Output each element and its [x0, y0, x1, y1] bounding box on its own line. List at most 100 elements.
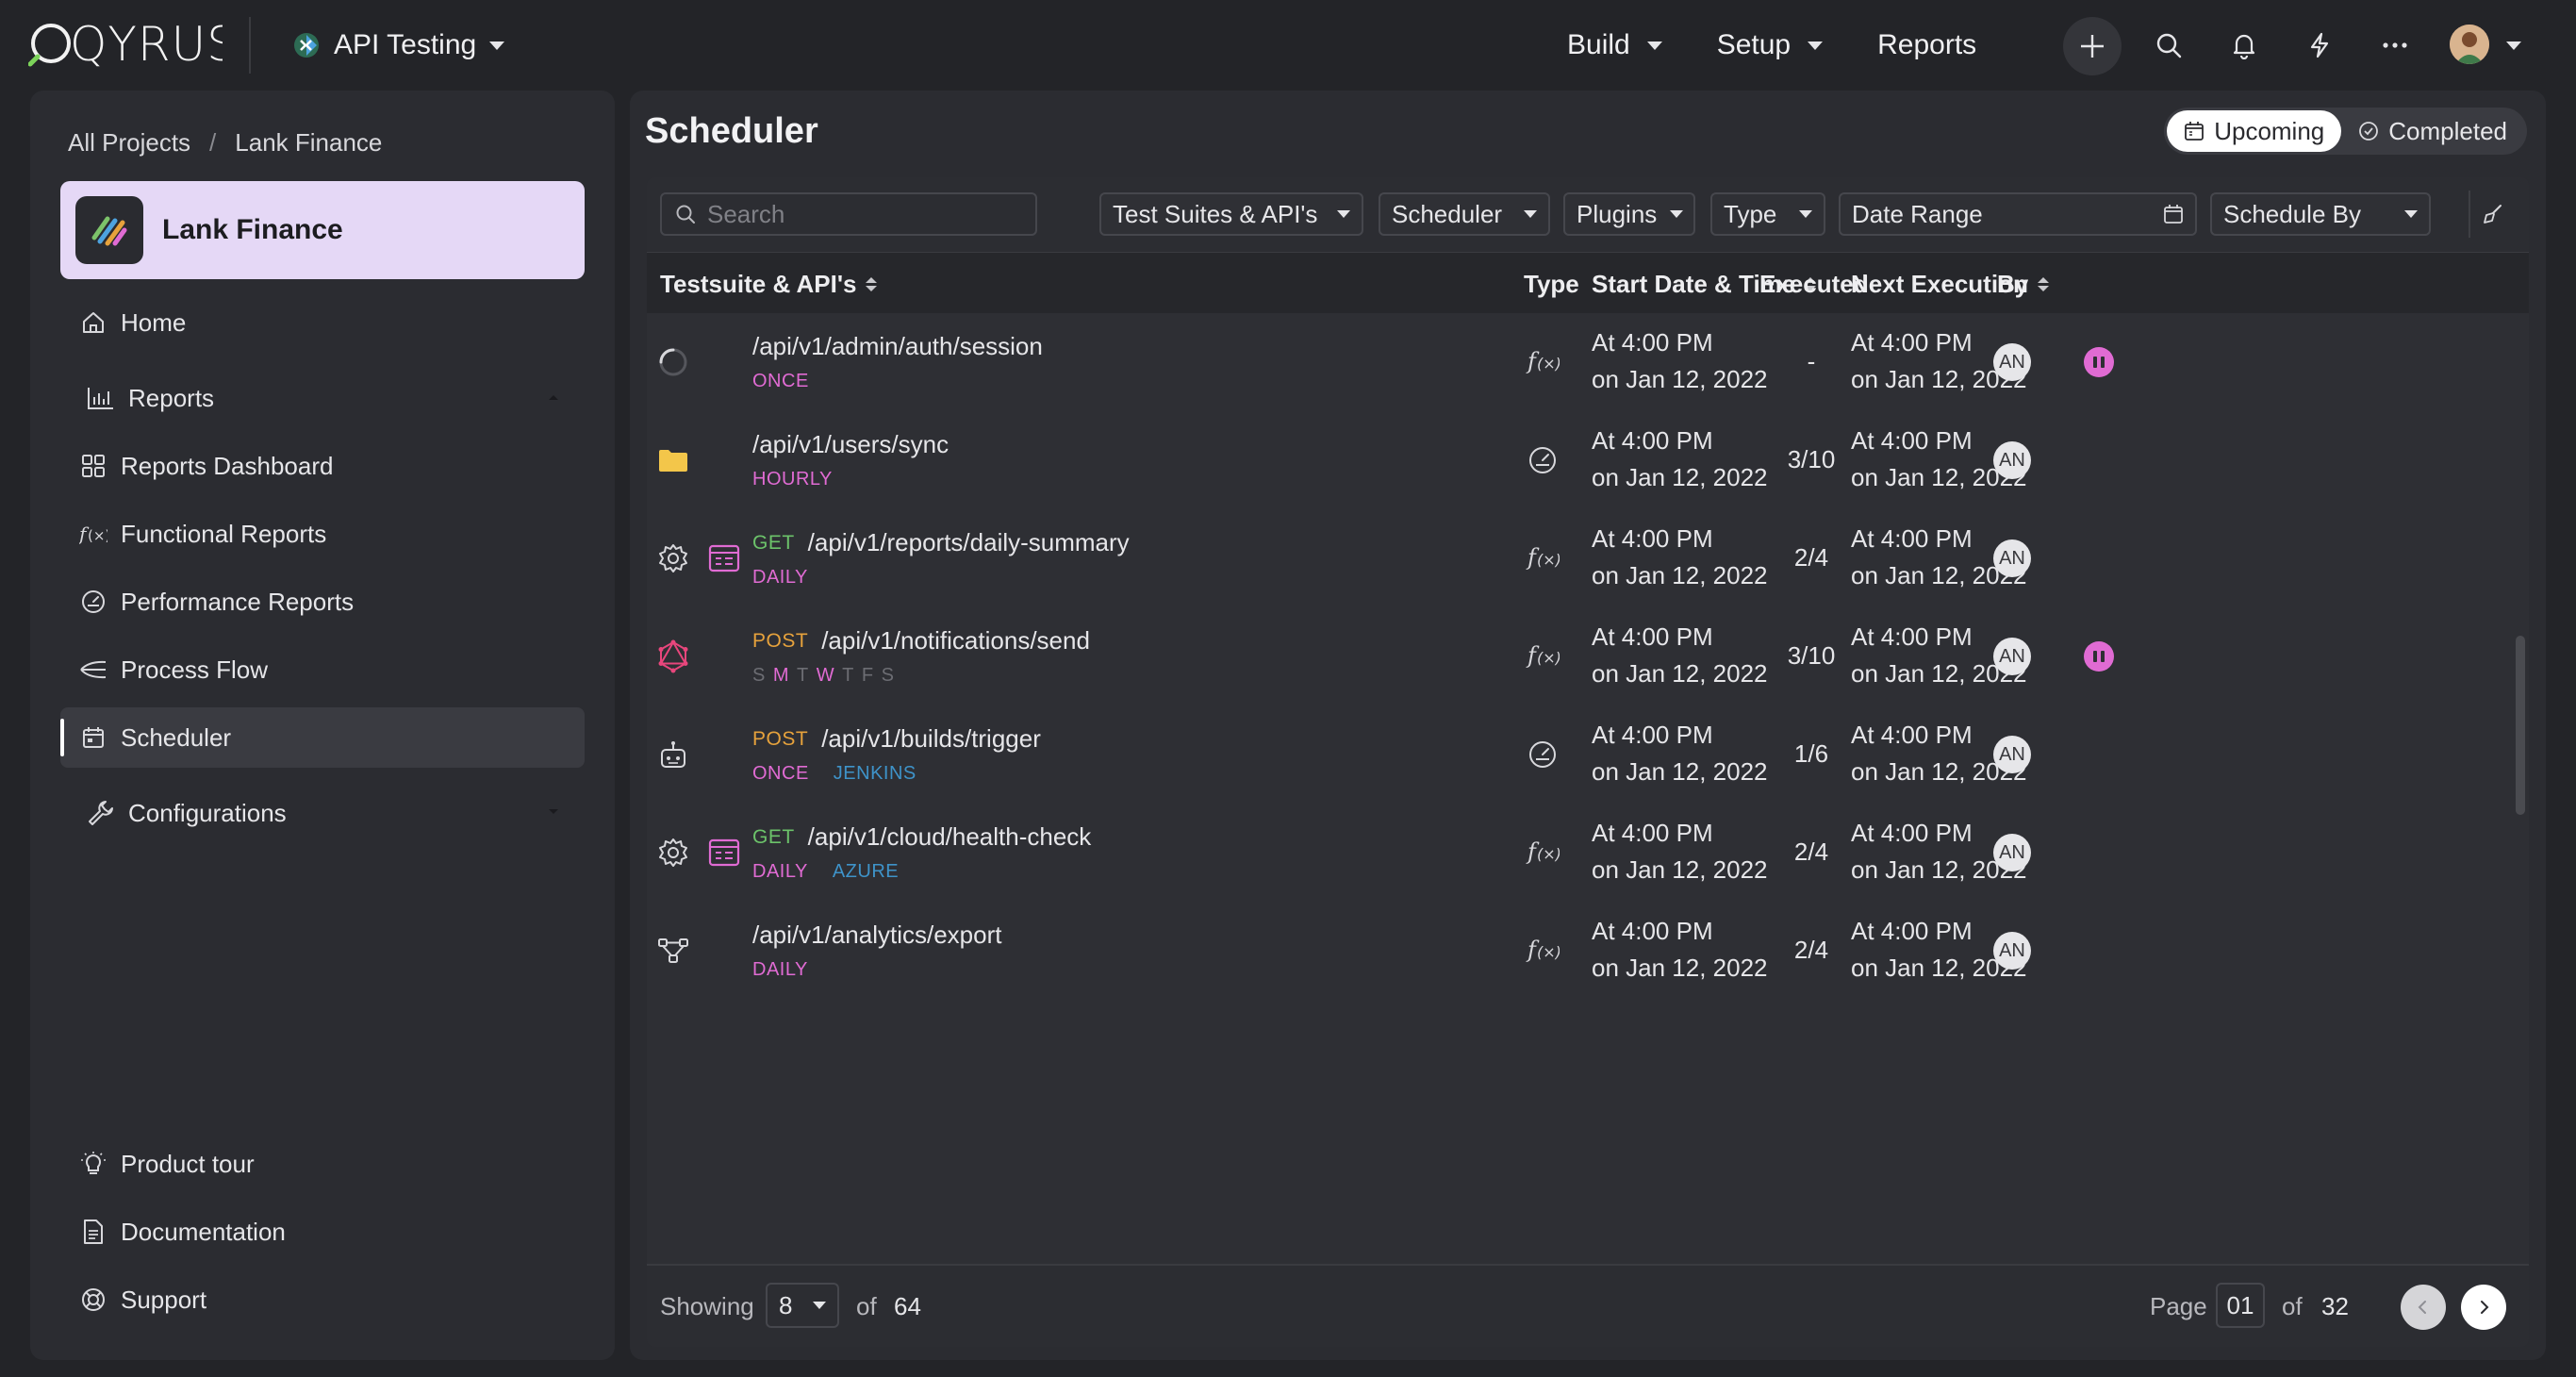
workflow-icon	[656, 934, 690, 968]
executed-count: -	[1807, 347, 1816, 375]
sidebar-item-scheduler[interactable]: Scheduler	[60, 707, 585, 768]
api-path[interactable]: /api/v1/analytics/export	[752, 921, 1002, 949]
sidebar-item-support[interactable]: Support	[60, 1269, 585, 1330]
filter-schedule-by[interactable]: Schedule By	[2210, 192, 2431, 236]
frequency-badge: ONCE	[752, 763, 809, 784]
api-path[interactable]: /api/v1/cloud/health-check	[807, 822, 1092, 851]
row-icons	[656, 630, 690, 683]
sidebar-item-reports-dashboard[interactable]: Reports Dashboard	[60, 436, 585, 496]
avatar-image	[2450, 25, 2489, 64]
main-panel: Scheduler Upcoming Completed Test Suites…	[630, 91, 2546, 1360]
api-path[interactable]: /api/v1/notifications/send	[821, 626, 1090, 655]
api-path[interactable]: /api/v1/users/sync	[752, 430, 949, 458]
chevron-down-icon	[489, 41, 505, 50]
svg-text:(×): (×)	[1537, 355, 1560, 373]
sidebar-item-label: Product tour	[121, 1149, 255, 1178]
search-input[interactable]	[707, 199, 1018, 229]
gear-icon	[656, 836, 690, 870]
pagination-bar: Showing 8 of 64 Page 01 of 32	[647, 1264, 2529, 1347]
sidebar-item-performance-reports[interactable]: Performance Reports	[60, 572, 585, 632]
row-name: POST/api/v1/builds/trigger ONCE JENKINS	[752, 724, 1041, 785]
bar-chart-icon	[87, 384, 115, 412]
table-row[interactable]: POST/api/v1/builds/trigger ONCE JENKINS A…	[647, 705, 2529, 804]
quick-actions-button[interactable]	[2297, 23, 2342, 68]
sort-icon	[1805, 277, 1817, 291]
svg-text:f: f	[79, 523, 90, 545]
row-name: POST/api/v1/notifications/send S M T W T…	[752, 626, 1090, 687]
column-header-name[interactable]: Testsuite & API's	[660, 270, 878, 299]
plus-icon	[2081, 35, 2104, 58]
nav-setup[interactable]: Setup	[1717, 29, 1824, 61]
sidebar-item-reports[interactable]: Reports	[60, 368, 585, 428]
filter-date-range[interactable]: Date Range	[1839, 192, 2197, 236]
pause-button[interactable]	[2084, 641, 2114, 672]
breadcrumb-all-projects[interactable]: All Projects	[68, 128, 191, 157]
sidebar-item-home[interactable]: Home	[60, 292, 585, 353]
current-page-input[interactable]: 01	[2216, 1283, 2265, 1328]
api-path[interactable]: /api/v1/reports/daily-summary	[807, 528, 1130, 556]
column-header-next[interactable]: Next Execution	[1851, 270, 2049, 299]
sidebar-item-process-flow[interactable]: Process Flow	[60, 639, 585, 700]
method-badge: GET	[752, 531, 795, 554]
function-type-icon: f (×)	[1524, 343, 1561, 381]
filter-plugins[interactable]: Plugins	[1563, 192, 1695, 236]
nav-build-label: Build	[1567, 29, 1630, 60]
project-logo	[75, 196, 143, 264]
table-row[interactable]: POST/api/v1/notifications/send S M T W T…	[647, 607, 2529, 705]
svg-text:QYRUS: QYRUS	[70, 19, 223, 68]
filter-scheduler[interactable]: Scheduler	[1379, 192, 1550, 236]
table-row[interactable]: /api/v1/analytics/export DAILY f (×) At 4…	[647, 902, 2529, 1000]
project-card[interactable]: Lank Finance	[60, 181, 585, 279]
nav-build[interactable]: Build	[1567, 29, 1662, 61]
chevron-right-icon	[2481, 1301, 2489, 1314]
home-icon	[79, 308, 107, 337]
api-path[interactable]: /api/v1/builds/trigger	[821, 724, 1041, 753]
create-button[interactable]	[2063, 17, 2122, 75]
svg-text:(×): (×)	[1537, 649, 1560, 667]
api-path[interactable]: /api/v1/admin/auth/session	[752, 332, 1043, 360]
nav-reports[interactable]: Reports	[1877, 29, 1976, 61]
document-icon	[79, 1218, 107, 1246]
schedule-status-toggle: Upcoming Completed	[2164, 108, 2527, 155]
chevron-down-icon	[1808, 41, 1824, 50]
table-row[interactable]: /api/v1/admin/auth/session ONCE f (×) At …	[647, 313, 2529, 411]
pause-button[interactable]	[2084, 347, 2114, 377]
day-sat: S	[881, 665, 895, 686]
column-label: Executed	[1759, 270, 1869, 298]
function-type-icon: f (×)	[1524, 834, 1561, 871]
sidebar-item-documentation[interactable]: Documentation	[60, 1202, 585, 1262]
table-row[interactable]: GET/api/v1/cloud/health-check DAILY AZURE…	[647, 804, 2529, 902]
filter-type[interactable]: Type	[1710, 192, 1825, 236]
table-scrollbar[interactable]	[2516, 636, 2525, 815]
tab-completed[interactable]: Completed	[2341, 110, 2524, 152]
notifications-button[interactable]	[2221, 23, 2267, 68]
page-size-select[interactable]: 8	[766, 1283, 839, 1328]
table-row[interactable]: /api/v1/users/sync HOURLY At 4:00 PM on J…	[647, 411, 2529, 509]
more-button[interactable]	[2372, 23, 2418, 68]
sidebar-item-functional-reports[interactable]: f(×) Functional Reports	[60, 504, 585, 564]
tab-upcoming[interactable]: Upcoming	[2167, 110, 2342, 152]
top-bar: QYRUS API Testing Build Setup Reports	[0, 0, 2576, 91]
day-tue: T	[797, 665, 809, 686]
filter-label: Schedule By	[2223, 199, 2361, 228]
search-button[interactable]	[2146, 23, 2191, 68]
filter-test-suites[interactable]: Test Suites & API's	[1099, 192, 1363, 236]
next-page-button[interactable]	[2461, 1285, 2506, 1330]
previous-page-button[interactable]	[2401, 1285, 2446, 1330]
clear-filters-button[interactable]	[2469, 191, 2516, 238]
sidebar-item-label: Home	[121, 307, 187, 337]
sidebar-item-label: Scheduler	[121, 722, 232, 752]
chevron-down-icon[interactable]	[2506, 41, 2521, 50]
frequency-badge: ONCE	[752, 371, 809, 391]
product-name: API Testing	[334, 29, 477, 60]
table-row[interactable]: GET/api/v1/reports/daily-summary DAILY f…	[647, 509, 2529, 607]
column-header-start[interactable]: Start Date & Time	[1592, 270, 1817, 299]
total-pages: 32	[2321, 1292, 2349, 1320]
product-switcher[interactable]: API Testing	[292, 25, 505, 66]
user-avatar[interactable]	[2450, 25, 2489, 64]
sidebar-item-configurations[interactable]: Configurations	[60, 783, 585, 843]
sidebar-item-product-tour[interactable]: Product tour	[60, 1134, 585, 1194]
wrench-icon	[87, 799, 115, 827]
app-logo[interactable]: QYRUS	[28, 19, 223, 68]
column-header-type: Type	[1524, 270, 1579, 299]
